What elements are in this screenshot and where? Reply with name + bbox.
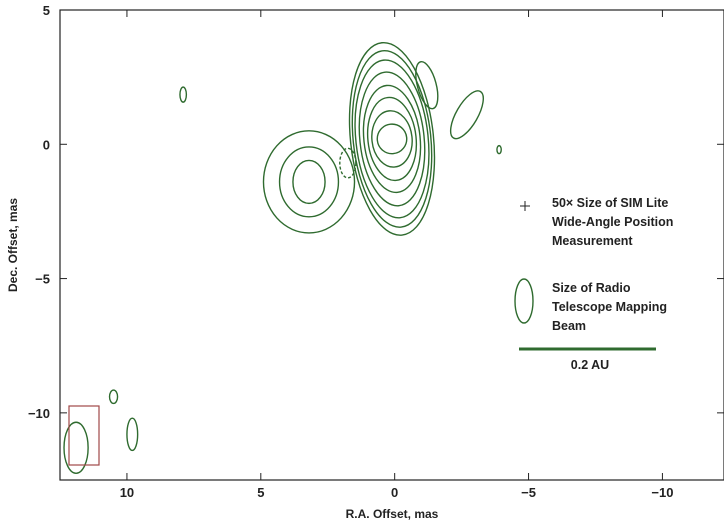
y-tick-label: −5 [35,272,50,287]
x-tick-label: 10 [120,485,134,500]
y-tick-label: 5 [43,3,50,18]
contour-core-level-2 [371,110,413,168]
sim-legend-line-3: Measurement [552,234,633,248]
y-tick-label: −10 [28,406,50,421]
contour-northwest-blob [179,86,188,103]
x-axis-title: R.A. Offset, mas [346,507,439,521]
scale-bar-label: 0.2 AU [571,358,609,372]
y-axis-ticks: 5 0 −5 −10 [28,3,724,421]
beam-legend-line-3: Beam [552,319,586,333]
legend: 50× Size of SIM Lite Wide-Angle Position… [514,196,673,372]
x-tick-label: 5 [257,485,264,500]
sim-legend-line-2: Wide-Angle Position [552,215,673,229]
contour-core-level-7 [351,49,433,228]
beam-legend-line-1: Size of Radio [552,281,631,295]
contour-core-level-5 [358,71,426,207]
contour-negative-contour [339,147,357,179]
sim-legend-line-1: 50× Size of SIM Lite [552,196,668,210]
contour-southwest-blob-1 [108,389,119,405]
x-tick-label: −5 [521,485,536,500]
contour-north-blob [415,61,439,110]
contour-core-level-3 [366,96,418,182]
contour-core-level-1 [376,123,408,155]
contour-core-level-4 [362,84,422,194]
contour-east-dot [496,144,502,155]
contour-west-component-level-2 [278,146,340,218]
x-tick-label: 0 [391,485,398,500]
x-axis-ticks: 10 5 0 −5 −10 [120,10,673,500]
contour-west-component-level-3 [262,130,356,234]
position-marker-icon [520,201,530,211]
contour-southwest-blob-2 [126,417,139,452]
contour-core-level-6 [354,59,430,219]
contour-beam [63,421,89,474]
plot-frame [59,9,724,481]
beam-legend-icon [514,278,534,324]
contours [63,41,502,474]
y-tick-label: 0 [43,137,50,152]
y-axis-title: Dec. Offset, mas [6,198,20,292]
beam-legend-line-2: Telescope Mapping [552,300,667,314]
contour-east-blob [449,90,484,140]
beam-box [68,405,100,466]
contour-core-level-8 [348,41,436,236]
contour-west-component-level-1 [292,159,326,205]
x-tick-label: −10 [651,485,673,500]
